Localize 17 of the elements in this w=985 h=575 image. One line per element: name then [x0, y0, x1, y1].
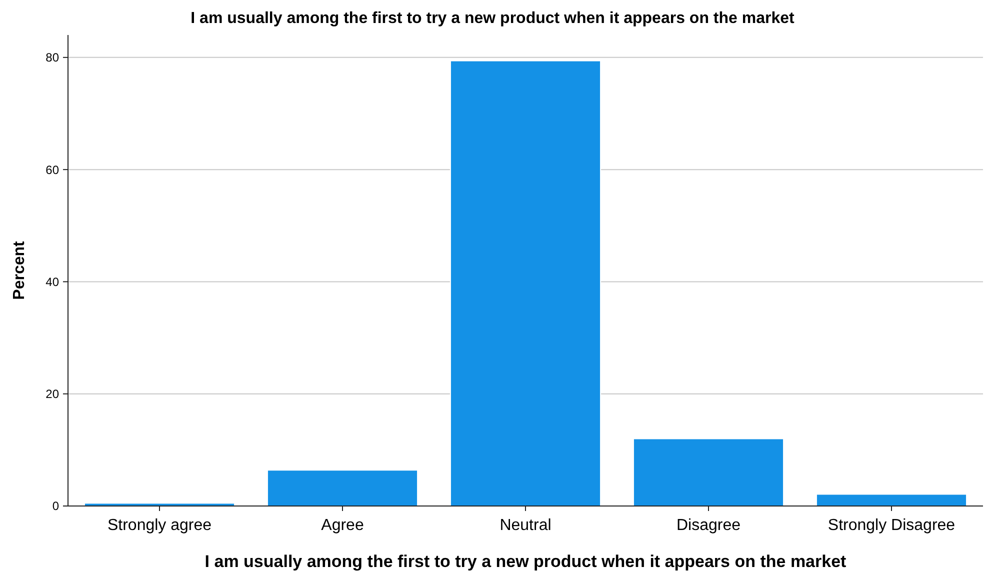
y-tick-label: 60 [46, 162, 60, 177]
bar [632, 438, 784, 506]
x-tick-label: Disagree [676, 517, 741, 534]
chart-title: I am usually among the first to try a new product when it appears on the market [190, 10, 796, 27]
x-tick-label: Neutral [500, 517, 552, 534]
y-tick-label: 20 [46, 387, 60, 402]
y-tick-label: 0 [52, 499, 60, 514]
x-tick-label: Strongly Disagree [828, 517, 956, 534]
y-axis-title: Percent [11, 240, 28, 300]
x-tick-label: Strongly agree [107, 517, 212, 534]
y-tick-label: 40 [46, 274, 60, 289]
x-tick-label: Agree [321, 517, 364, 534]
y-tick-label: 80 [46, 50, 60, 65]
bar [266, 470, 418, 506]
bar [816, 494, 968, 506]
bar [450, 60, 602, 506]
x-axis-title: I am usually among the first to try a new product when it appears on the market [204, 552, 847, 571]
